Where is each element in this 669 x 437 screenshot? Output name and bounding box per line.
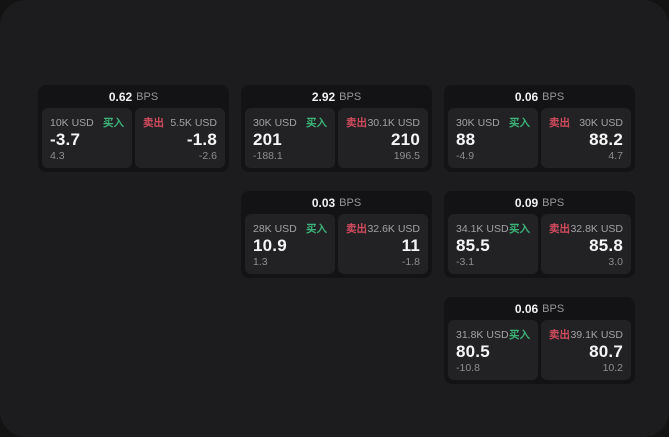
buy-quote-pane[interactable]: 30K USD 买入 88 -4.9 <box>448 108 538 168</box>
sell-amount: 39.1K USD <box>570 328 623 341</box>
buy-price: 88 <box>456 130 476 149</box>
sell-label: 卖出 <box>346 117 367 129</box>
buy-sub-value: -10.8 <box>456 362 480 374</box>
sell-sub-value: 196.5 <box>393 150 420 162</box>
buy-quote-pane[interactable]: 30K USD 买入 201 -188.1 <box>245 108 335 168</box>
sell-amount: 30.1K USD <box>367 116 420 129</box>
bps-unit: BPS <box>542 302 565 315</box>
sell-sub-value: 3.0 <box>608 256 623 268</box>
bps-unit: BPS <box>542 196 565 209</box>
buy-sub-value: 4.3 <box>50 150 65 162</box>
sell-amount: 30K USD <box>579 116 623 129</box>
buy-sub-value: -3.1 <box>456 256 475 268</box>
buy-label: 买入 <box>509 223 530 235</box>
bps-unit: BPS <box>339 90 362 103</box>
bps-value: 0.62 <box>108 89 133 104</box>
sell-sub-value: -1.8 <box>401 256 420 268</box>
sell-label: 卖出 <box>549 117 570 129</box>
buy-price: 201 <box>253 130 282 149</box>
sell-price: 88.2 <box>589 130 623 149</box>
quote-card: 0.62 BPS 10K USD 买入 -3.7 4.3 卖出 5.5K USD <box>38 85 229 172</box>
bps-value: 0.09 <box>514 195 539 210</box>
buy-price: -3.7 <box>50 130 81 149</box>
sell-price: -1.8 <box>186 130 217 149</box>
buy-sub-value: -188.1 <box>253 150 283 162</box>
buy-amount: 10K USD <box>50 116 94 129</box>
buy-label: 买入 <box>306 223 327 235</box>
buy-label: 买入 <box>103 117 124 129</box>
buy-amount: 30K USD <box>253 116 297 129</box>
buy-price: 80.5 <box>456 342 490 361</box>
buy-quote-pane[interactable]: 31.8K USD 买入 80.5 -10.8 <box>448 320 538 380</box>
sell-quote-pane[interactable]: 卖出 5.5K USD -1.8 -2.6 <box>135 108 225 168</box>
bps-unit: BPS <box>339 196 362 209</box>
sell-price: 85.8 <box>589 236 623 255</box>
buy-price: 10.9 <box>253 236 287 255</box>
sell-sub-value: -2.6 <box>198 150 217 162</box>
quote-card: 0.03 BPS 28K USD 买入 10.9 1.3 卖出 32.6K US… <box>241 191 432 278</box>
buy-amount: 34.1K USD <box>456 222 509 235</box>
sell-amount: 5.5K USD <box>170 116 217 129</box>
sell-quote-pane[interactable]: 卖出 32.8K USD 85.8 3.0 <box>541 214 631 274</box>
sell-quote-pane[interactable]: 卖出 39.1K USD 80.7 10.2 <box>541 320 631 380</box>
sell-quote-pane[interactable]: 卖出 30K USD 88.2 4.7 <box>541 108 631 168</box>
card-body: 30K USD 买入 88 -4.9 卖出 30K USD 88.2 4.7 <box>444 108 635 172</box>
card-header: 0.62 BPS <box>38 85 229 108</box>
quote-card: 0.06 BPS 31.8K USD 买入 80.5 -10.8 卖出 39.1… <box>444 297 635 384</box>
bps-unit: BPS <box>136 90 159 103</box>
sell-quote-pane[interactable]: 卖出 30.1K USD 210 196.5 <box>338 108 428 168</box>
buy-label: 买入 <box>509 329 530 341</box>
card-body: 10K USD 买入 -3.7 4.3 卖出 5.5K USD -1.8 -2.… <box>38 108 229 172</box>
sell-quote-pane[interactable]: 卖出 32.6K USD 11 -1.8 <box>338 214 428 274</box>
card-header: 0.06 BPS <box>444 297 635 320</box>
card-body: 28K USD 买入 10.9 1.3 卖出 32.6K USD 11 -1.8 <box>241 214 432 278</box>
sell-label: 卖出 <box>346 223 367 235</box>
quote-grid: 0.62 BPS 10K USD 买入 -3.7 4.3 卖出 5.5K USD <box>38 85 635 384</box>
quote-card: 0.06 BPS 30K USD 买入 88 -4.9 卖出 30K USD <box>444 85 635 172</box>
buy-sub-value: -4.9 <box>456 150 475 162</box>
buy-price: 85.5 <box>456 236 490 255</box>
sell-amount: 32.6K USD <box>367 222 420 235</box>
buy-amount: 31.8K USD <box>456 328 509 341</box>
bps-value: 0.03 <box>311 195 336 210</box>
card-header: 0.06 BPS <box>444 85 635 108</box>
sell-price: 210 <box>391 130 420 149</box>
sell-price: 11 <box>401 236 420 255</box>
buy-label: 买入 <box>509 117 530 129</box>
sell-sub-value: 4.7 <box>608 150 623 162</box>
sell-price: 80.7 <box>589 342 623 361</box>
sell-label: 卖出 <box>143 117 164 129</box>
card-body: 30K USD 买入 201 -188.1 卖出 30.1K USD 210 1… <box>241 108 432 172</box>
bps-value: 0.06 <box>514 89 539 104</box>
buy-quote-pane[interactable]: 28K USD 买入 10.9 1.3 <box>245 214 335 274</box>
sell-label: 卖出 <box>549 223 570 235</box>
buy-amount: 28K USD <box>253 222 297 235</box>
sell-sub-value: 10.2 <box>602 362 623 374</box>
quote-card: 2.92 BPS 30K USD 买入 201 -188.1 卖出 30.1K … <box>241 85 432 172</box>
bps-value: 0.06 <box>514 301 539 316</box>
card-header: 0.09 BPS <box>444 191 635 214</box>
card-body: 31.8K USD 买入 80.5 -10.8 卖出 39.1K USD 80.… <box>444 320 635 384</box>
buy-quote-pane[interactable]: 10K USD 买入 -3.7 4.3 <box>42 108 132 168</box>
bps-value: 2.92 <box>311 89 336 104</box>
quote-card: 0.09 BPS 34.1K USD 买入 85.5 -3.1 卖出 32.8K… <box>444 191 635 278</box>
card-body: 34.1K USD 买入 85.5 -3.1 卖出 32.8K USD 85.8… <box>444 214 635 278</box>
sell-amount: 32.8K USD <box>570 222 623 235</box>
buy-amount: 30K USD <box>456 116 500 129</box>
card-header: 0.03 BPS <box>241 191 432 214</box>
card-header: 2.92 BPS <box>241 85 432 108</box>
buy-sub-value: 1.3 <box>253 256 268 268</box>
buy-quote-pane[interactable]: 34.1K USD 买入 85.5 -3.1 <box>448 214 538 274</box>
sell-label: 卖出 <box>549 329 570 341</box>
buy-label: 买入 <box>306 117 327 129</box>
bps-unit: BPS <box>542 90 565 103</box>
